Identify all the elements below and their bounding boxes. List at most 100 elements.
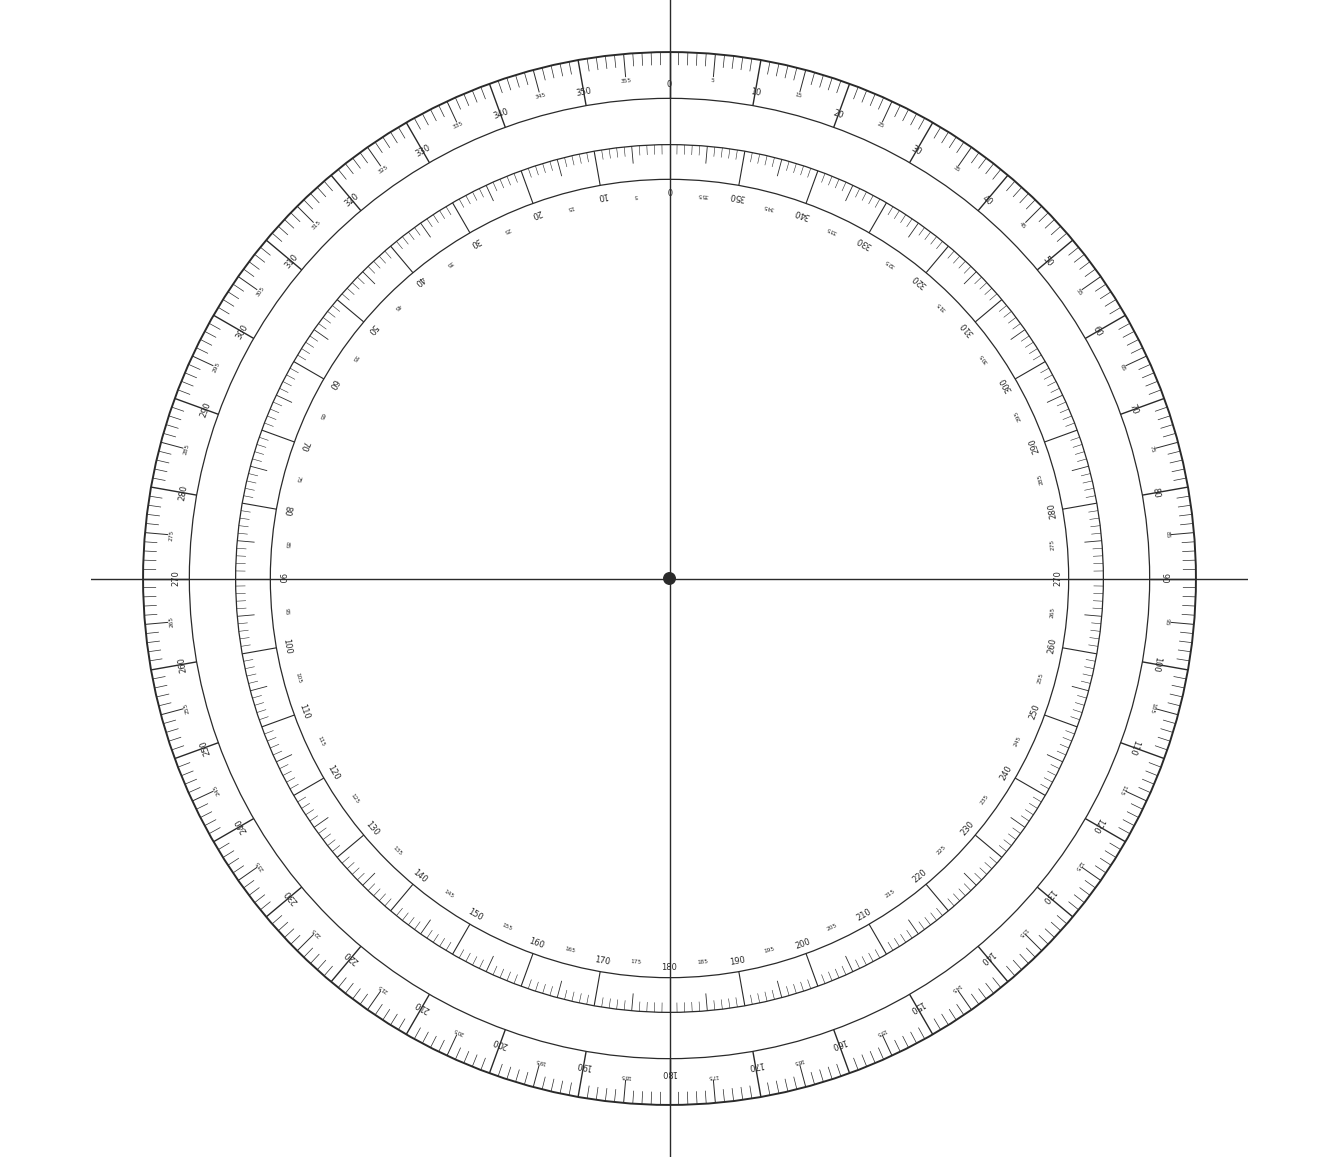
Text: 325: 325 [884, 258, 896, 268]
Text: 5: 5 [711, 79, 715, 83]
Text: 285: 285 [1038, 473, 1044, 485]
Text: 85: 85 [284, 541, 289, 548]
Text: 110: 110 [297, 702, 311, 721]
Text: 145: 145 [443, 889, 455, 899]
Text: 160: 160 [829, 1036, 848, 1049]
Text: 10: 10 [750, 87, 762, 97]
Text: 110: 110 [1127, 738, 1141, 757]
Circle shape [664, 573, 675, 584]
Text: 80: 80 [281, 504, 292, 517]
Text: 350: 350 [576, 86, 592, 98]
Text: 105: 105 [1149, 702, 1156, 714]
Text: 280: 280 [1047, 502, 1058, 519]
Text: 35: 35 [445, 259, 454, 267]
Text: 155: 155 [501, 922, 513, 931]
Text: 275: 275 [1050, 539, 1055, 551]
Text: 60: 60 [1091, 325, 1103, 338]
Text: 25: 25 [502, 226, 511, 234]
Text: 310: 310 [959, 319, 976, 338]
Text: 155: 155 [874, 1026, 886, 1036]
Text: 345: 345 [763, 204, 775, 211]
Text: 300: 300 [234, 323, 249, 340]
Text: 170: 170 [593, 956, 611, 967]
Text: 315: 315 [936, 301, 947, 312]
Text: 225: 225 [936, 845, 947, 856]
Text: 135: 135 [1018, 926, 1028, 937]
Text: 280: 280 [177, 484, 189, 501]
Text: 135: 135 [392, 845, 403, 856]
Text: 130: 130 [1039, 887, 1056, 905]
Text: 55: 55 [1074, 287, 1083, 296]
Text: 30: 30 [469, 235, 482, 249]
Text: 285: 285 [183, 443, 190, 455]
Text: 190: 190 [728, 956, 746, 967]
Text: 120: 120 [1090, 817, 1105, 834]
Text: 70: 70 [1127, 403, 1139, 417]
Text: 295: 295 [212, 361, 221, 374]
Text: 145: 145 [951, 982, 961, 993]
Text: 270: 270 [171, 570, 179, 587]
Text: 215: 215 [884, 889, 896, 899]
Text: 0: 0 [667, 80, 672, 89]
Text: 245: 245 [1014, 735, 1023, 747]
Text: 355: 355 [620, 78, 632, 83]
Text: 205: 205 [826, 922, 838, 931]
Text: 120: 120 [325, 764, 340, 782]
Text: 80: 80 [1150, 487, 1161, 499]
Text: 35: 35 [952, 165, 960, 174]
Text: 355: 355 [698, 192, 708, 198]
Text: 250: 250 [1028, 702, 1042, 721]
Text: 105: 105 [295, 672, 301, 684]
Text: 230: 230 [283, 887, 300, 905]
Text: 185: 185 [620, 1074, 632, 1079]
Text: 170: 170 [747, 1059, 763, 1071]
Text: 55: 55 [351, 353, 359, 362]
Text: 305: 305 [254, 286, 265, 299]
Text: 115: 115 [316, 735, 325, 747]
Text: 190: 190 [576, 1060, 592, 1071]
Text: 305: 305 [979, 352, 990, 364]
Text: 20: 20 [832, 109, 845, 120]
Text: 180: 180 [661, 963, 678, 972]
Text: 315: 315 [311, 220, 321, 231]
Text: 65: 65 [1118, 363, 1126, 371]
Text: 325: 325 [376, 164, 390, 175]
Text: 345: 345 [534, 93, 546, 100]
Text: 165: 165 [793, 1057, 805, 1064]
Text: 75: 75 [295, 474, 301, 484]
Text: 340: 340 [794, 206, 811, 220]
Text: 240: 240 [999, 764, 1014, 782]
Text: 150: 150 [466, 907, 485, 923]
Text: 240: 240 [234, 817, 249, 834]
Text: 125: 125 [1074, 858, 1085, 871]
Text: 15: 15 [566, 204, 574, 211]
Text: 210: 210 [414, 998, 431, 1015]
Text: 290: 290 [1028, 436, 1042, 455]
Text: 235: 235 [254, 858, 265, 871]
Text: 20: 20 [530, 207, 544, 219]
Text: 260: 260 [177, 656, 189, 673]
Text: 100: 100 [1150, 656, 1162, 673]
Text: 95: 95 [284, 609, 289, 616]
Text: 270: 270 [1054, 570, 1063, 587]
Text: 195: 195 [763, 946, 775, 953]
Text: 100: 100 [281, 638, 292, 655]
Text: 220: 220 [343, 949, 362, 965]
Text: 185: 185 [698, 959, 708, 965]
Text: 70: 70 [299, 439, 311, 452]
Text: 215: 215 [378, 982, 388, 993]
Text: 130: 130 [363, 819, 380, 838]
Text: 200: 200 [491, 1036, 509, 1049]
Text: 250: 250 [198, 738, 212, 757]
Text: 235: 235 [979, 793, 990, 805]
Text: 265: 265 [169, 617, 175, 628]
Text: 255: 255 [183, 702, 190, 714]
Text: 320: 320 [911, 272, 928, 289]
Text: 330: 330 [854, 234, 873, 250]
Text: 210: 210 [854, 907, 873, 923]
Text: 115: 115 [1118, 783, 1127, 796]
Text: 275: 275 [169, 529, 175, 540]
Text: 255: 255 [1038, 672, 1044, 684]
Text: 205: 205 [453, 1026, 465, 1036]
Text: 245: 245 [212, 783, 221, 796]
